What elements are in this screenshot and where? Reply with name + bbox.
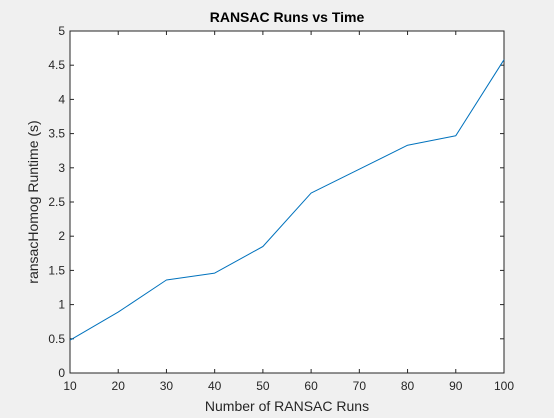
chart-title: RANSAC Runs vs Time: [210, 9, 365, 25]
y-tick-label: 3.5: [48, 127, 65, 141]
y-tick-label: 2: [58, 229, 65, 243]
y-tick-label: 3: [58, 161, 65, 175]
y-tick-label: 0: [58, 366, 65, 380]
y-tick-label: 5: [58, 24, 65, 38]
y-tick-label: 1.5: [48, 263, 65, 277]
x-tick-label: 90: [449, 379, 463, 393]
x-tick-label: 70: [353, 379, 367, 393]
y-tick-label: 1: [58, 298, 65, 312]
x-axis-label: Number of RANSAC Runs: [205, 398, 369, 414]
series-line-1: [69, 59, 505, 341]
x-axis: 10 20 30 40 50 60 70 80 90 100: [63, 31, 514, 393]
plot-area: [69, 30, 505, 374]
x-tick-label: 30: [160, 379, 174, 393]
x-tick-label: 20: [112, 379, 126, 393]
x-tick-label: 40: [208, 379, 222, 393]
y-tick-label: 4: [58, 92, 65, 106]
x-tick-label: 100: [494, 379, 514, 393]
x-tick-label: 10: [63, 379, 77, 393]
series-group: [69, 59, 505, 341]
x-tick-label: 80: [401, 379, 415, 393]
x-tick-label: 50: [256, 379, 270, 393]
y-axis-label: ransacHomog Runtime (s): [25, 120, 41, 283]
y-axis: 0 0.5 1 1.5 2 2.5 3 3.5 4 4.5 5: [48, 24, 504, 380]
y-tick-label: 2.5: [48, 195, 65, 209]
y-tick-label: 4.5: [48, 58, 65, 72]
y-tick-label: 0.5: [48, 332, 65, 346]
x-tick-label: 60: [304, 379, 318, 393]
